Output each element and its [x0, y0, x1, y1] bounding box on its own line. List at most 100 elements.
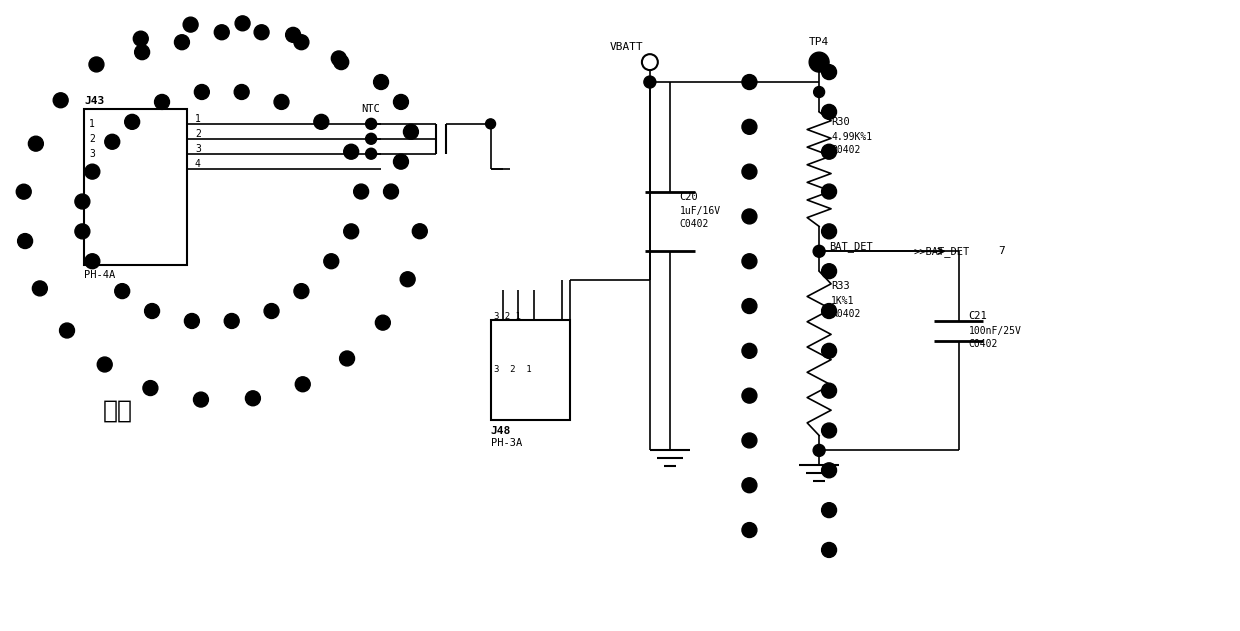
Text: C0402: C0402: [968, 339, 998, 349]
Circle shape: [264, 304, 279, 319]
Circle shape: [74, 194, 89, 209]
Circle shape: [294, 35, 309, 50]
Text: PH-4A: PH-4A: [84, 270, 115, 280]
Circle shape: [403, 124, 418, 139]
Circle shape: [89, 57, 104, 72]
Text: C20: C20: [680, 192, 698, 201]
Circle shape: [84, 164, 99, 179]
Circle shape: [16, 184, 31, 199]
Circle shape: [822, 224, 837, 239]
Bar: [84, 109, 187, 265]
Text: 1uF/16V: 1uF/16V: [680, 206, 720, 216]
Circle shape: [184, 17, 198, 32]
Circle shape: [175, 35, 190, 50]
Circle shape: [195, 85, 210, 100]
Circle shape: [742, 254, 756, 269]
Text: 3: 3: [195, 144, 201, 154]
Text: 7: 7: [998, 246, 1006, 256]
Circle shape: [373, 74, 388, 90]
Circle shape: [822, 543, 837, 557]
Text: NTC: NTC: [361, 104, 379, 114]
Circle shape: [143, 380, 157, 396]
Circle shape: [331, 51, 346, 66]
Text: R30: R30: [831, 117, 849, 127]
Circle shape: [401, 272, 415, 286]
Circle shape: [84, 254, 99, 269]
Circle shape: [644, 76, 656, 88]
Circle shape: [642, 54, 658, 70]
Circle shape: [742, 343, 756, 358]
Circle shape: [815, 246, 825, 256]
Text: PH-3A: PH-3A: [491, 439, 522, 449]
Text: R33: R33: [831, 281, 849, 291]
Circle shape: [393, 154, 408, 169]
Text: 2: 2: [89, 134, 95, 144]
Text: R0402: R0402: [831, 144, 861, 155]
Circle shape: [115, 284, 130, 298]
Text: 100nF/25V: 100nF/25V: [968, 326, 1022, 336]
Circle shape: [185, 314, 200, 329]
Text: J48: J48: [491, 427, 511, 437]
Circle shape: [366, 133, 377, 144]
Circle shape: [145, 304, 160, 319]
Text: 3  2  1: 3 2 1: [494, 365, 531, 374]
Text: 4.99K%1: 4.99K%1: [831, 132, 872, 142]
Circle shape: [486, 119, 496, 129]
Bar: [491, 320, 570, 420]
Circle shape: [822, 264, 837, 279]
Circle shape: [193, 392, 208, 407]
Circle shape: [366, 148, 377, 159]
Circle shape: [742, 478, 756, 493]
Circle shape: [134, 31, 149, 46]
Circle shape: [822, 343, 837, 358]
Circle shape: [17, 233, 32, 249]
Circle shape: [742, 74, 756, 90]
Circle shape: [393, 95, 408, 109]
Circle shape: [97, 357, 112, 372]
Circle shape: [343, 224, 358, 239]
Circle shape: [822, 144, 837, 159]
Circle shape: [353, 184, 368, 199]
Circle shape: [224, 314, 239, 329]
Circle shape: [32, 281, 47, 296]
Circle shape: [742, 522, 756, 538]
Text: 电池: 电池: [102, 399, 133, 423]
Circle shape: [285, 27, 300, 42]
Circle shape: [29, 136, 43, 151]
Circle shape: [822, 184, 837, 199]
Circle shape: [125, 114, 140, 129]
Circle shape: [813, 245, 825, 257]
Text: >>BAT_DET: >>BAT_DET: [914, 246, 970, 257]
Text: 1K%1: 1K%1: [831, 296, 854, 306]
Circle shape: [742, 209, 756, 224]
Circle shape: [155, 95, 170, 109]
Text: R0402: R0402: [831, 309, 861, 319]
Text: TP4: TP4: [810, 37, 830, 47]
Circle shape: [822, 304, 837, 319]
Circle shape: [274, 95, 289, 109]
Circle shape: [74, 224, 89, 239]
Text: C0402: C0402: [680, 220, 709, 230]
Circle shape: [813, 86, 825, 97]
Circle shape: [822, 383, 837, 398]
Circle shape: [314, 114, 329, 129]
Text: VBATT: VBATT: [610, 42, 644, 52]
Circle shape: [334, 55, 348, 69]
Circle shape: [383, 184, 398, 199]
Circle shape: [742, 164, 756, 179]
Circle shape: [822, 423, 837, 438]
Circle shape: [742, 119, 756, 134]
Circle shape: [822, 463, 837, 478]
Circle shape: [822, 105, 837, 119]
Text: J43: J43: [84, 96, 104, 106]
Circle shape: [742, 433, 756, 448]
Text: C21: C21: [968, 311, 987, 321]
Circle shape: [742, 388, 756, 403]
Circle shape: [254, 25, 269, 40]
Text: 4: 4: [195, 158, 201, 168]
Circle shape: [376, 315, 391, 330]
Text: 3 2 1: 3 2 1: [494, 312, 521, 321]
Circle shape: [366, 119, 377, 129]
Text: BAT_DET: BAT_DET: [830, 241, 873, 252]
Circle shape: [742, 298, 756, 314]
